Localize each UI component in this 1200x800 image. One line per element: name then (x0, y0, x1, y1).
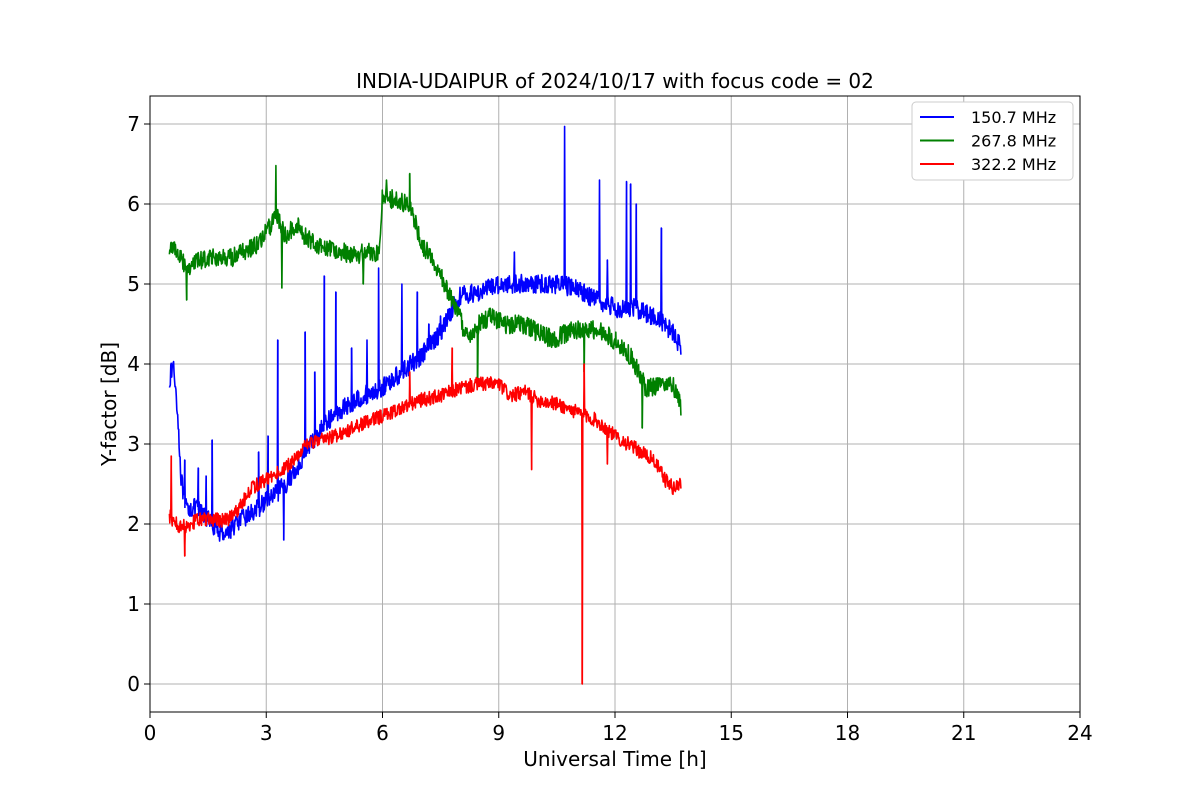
x-tick-label: 24 (1067, 721, 1092, 745)
series-line-3 (168, 347, 682, 685)
series-line-2 (168, 164, 682, 429)
x-tick-label: 0 (144, 721, 157, 745)
x-tick-label: 6 (376, 721, 389, 745)
y-tick-label: 2 (127, 512, 140, 536)
y-axis-label: Y-factor [dB] (97, 342, 121, 467)
y-tick-label: 4 (127, 352, 140, 376)
legend-label-1: 150.7 MHz (971, 108, 1056, 127)
x-tick-label: 15 (719, 721, 744, 745)
legend-label-3: 322.2 MHz (971, 155, 1056, 174)
y-tick-label: 5 (127, 272, 140, 296)
series-layer (168, 125, 682, 685)
y-tick-label: 7 (127, 112, 140, 136)
x-tick-label: 18 (835, 721, 860, 745)
y-tick-label: 1 (127, 592, 140, 616)
legend: 150.7 MHz 267.8 MHz 322.2 MHz (911, 101, 1074, 181)
x-tick-label: 9 (492, 721, 505, 745)
y-tick-label: 6 (127, 192, 140, 216)
y-tick-label: 3 (127, 432, 140, 456)
series-line-1 (168, 125, 682, 542)
x-tick-label: 3 (260, 721, 273, 745)
x-axis-label: Universal Time [h] (523, 747, 706, 771)
x-tick-label: 21 (951, 721, 976, 745)
chart-title: INDIA-UDAIPUR of 2024/10/17 with focus c… (356, 69, 874, 93)
x-tick-label: 12 (602, 721, 627, 745)
y-tick-label: 0 (127, 672, 140, 696)
legend-box (911, 101, 1074, 181)
legend-label-2: 267.8 MHz (971, 132, 1056, 151)
